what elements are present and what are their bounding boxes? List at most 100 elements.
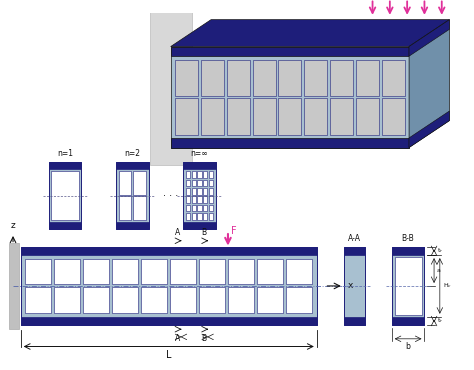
Bar [118,171,131,195]
Bar [209,196,213,203]
Bar [49,162,81,169]
Bar [191,171,196,178]
Bar [141,259,167,285]
Bar [133,196,146,220]
Bar [197,205,201,212]
Bar [49,162,81,229]
Text: A-A: A-A [348,234,361,243]
Bar [209,205,213,212]
Bar [21,246,317,325]
Bar [203,213,208,220]
Bar [118,196,131,220]
Bar [186,196,190,203]
Bar [227,98,250,135]
Bar [330,60,353,95]
Bar [201,98,224,135]
Bar [186,205,190,212]
Bar [51,171,79,220]
Bar [175,98,198,135]
Bar [356,60,379,95]
Bar [209,180,213,186]
Bar [392,317,424,325]
Bar [344,246,365,325]
Bar [203,171,208,178]
Polygon shape [409,20,449,56]
Text: A: A [175,334,180,343]
Bar [116,222,148,229]
Text: · · ·: · · · [163,191,178,201]
Bar [141,287,167,313]
Text: B: B [202,228,207,237]
Text: t$_r$: t$_r$ [437,246,444,255]
Bar [356,98,379,135]
Bar [186,180,190,186]
Text: B: B [202,334,207,343]
Bar [278,98,301,135]
Bar [201,60,224,95]
Bar [392,246,424,255]
Bar [171,47,409,148]
Bar [344,246,365,255]
Text: H$_c$: H$_c$ [443,282,452,290]
Bar [203,205,208,212]
Bar [392,246,424,325]
Bar [199,259,225,285]
Bar [171,138,409,148]
Bar [197,188,201,195]
Bar [257,287,283,313]
Bar [49,222,81,229]
Bar [228,287,255,313]
Bar [257,259,283,285]
Text: n=∞: n=∞ [191,149,208,158]
Text: F: F [231,226,237,236]
Bar [170,259,196,285]
Bar [186,188,190,195]
Bar [227,60,250,95]
Bar [54,259,80,285]
Bar [209,213,213,220]
Text: n=2: n=2 [124,149,140,158]
Bar [209,188,213,195]
Text: A: A [175,228,180,237]
Bar [83,259,109,285]
Bar [191,213,196,220]
Polygon shape [171,20,449,47]
Bar [344,317,365,325]
Bar [203,188,208,195]
Bar [197,196,201,203]
Bar [278,60,301,95]
Bar [112,287,138,313]
Text: a: a [437,268,441,273]
Bar [203,180,208,186]
Bar [330,98,353,135]
Bar [186,171,190,178]
Bar [191,196,196,203]
Bar [21,246,317,255]
Bar [171,47,409,56]
Bar [191,205,196,212]
Text: L: L [166,350,172,360]
Bar [203,196,208,203]
Text: t$_r$: t$_r$ [437,317,444,326]
Bar [9,243,19,329]
Bar [197,180,201,186]
Bar [286,287,312,313]
Polygon shape [409,20,449,148]
Text: b: b [406,342,410,351]
Bar [170,287,196,313]
Bar [133,171,146,195]
Bar [382,98,405,135]
Bar [186,213,190,220]
Bar [395,257,421,315]
Text: z: z [10,221,15,230]
Bar [183,162,216,169]
Text: x: x [347,282,353,290]
Bar [197,171,201,178]
Bar [191,180,196,186]
Bar [21,317,317,325]
Bar [253,98,275,135]
Text: B-B: B-B [402,234,414,243]
Bar [286,259,312,285]
Bar [83,287,109,313]
Bar [304,98,327,135]
